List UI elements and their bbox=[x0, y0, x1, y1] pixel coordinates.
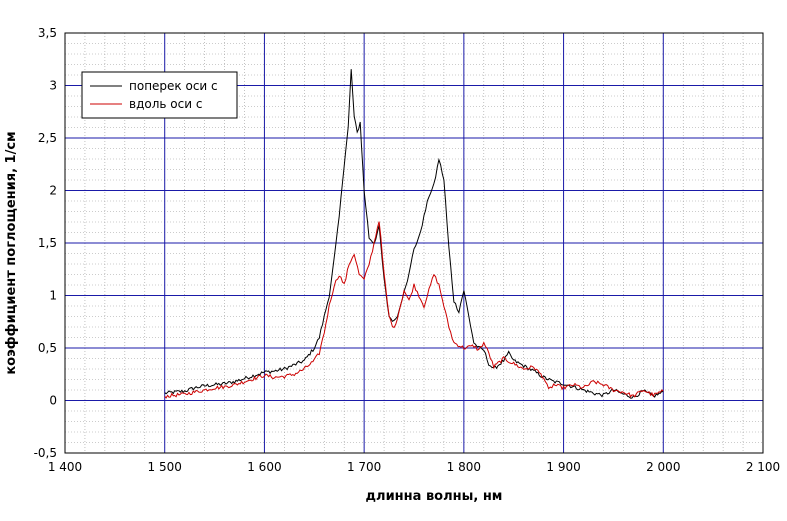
y-axis-label: коэффициент поглощения, 1/см bbox=[4, 131, 19, 374]
legend-label-along-c-axis: вдоль оси с bbox=[129, 97, 202, 111]
y-tick-label: 1,5 bbox=[38, 236, 57, 250]
y-tick-label: 2 bbox=[49, 184, 57, 198]
legend-box bbox=[81, 71, 238, 119]
series-line-across-c-axis bbox=[164, 69, 664, 399]
y-tick-label: 0,5 bbox=[38, 341, 57, 355]
x-tick-label: 1 800 bbox=[447, 460, 481, 474]
y-tick-label: 3 bbox=[49, 79, 57, 93]
legend: поперек оси с вдоль оси с bbox=[81, 71, 238, 119]
y-tick-label: 1 bbox=[49, 289, 57, 303]
x-tick-label: 2 000 bbox=[646, 460, 680, 474]
x-tick-label: 1 600 bbox=[247, 460, 281, 474]
y-axis-ticks: -0,5 0 0,5 1 1,5 2 2,5 3 3,5 bbox=[34, 26, 57, 460]
x-axis-label: длинна волны, нм bbox=[366, 489, 503, 504]
y-tick-label: 3,5 bbox=[38, 26, 57, 40]
y-tick-label: 2,5 bbox=[38, 131, 57, 145]
plot-frame bbox=[64, 32, 764, 454]
x-tick-label: 1 500 bbox=[148, 460, 182, 474]
legend-label-across-c-axis: поперек оси с bbox=[129, 79, 218, 93]
y-tick-label: -0,5 bbox=[34, 446, 57, 460]
series-layer bbox=[164, 69, 664, 399]
x-tick-label: 1 900 bbox=[546, 460, 580, 474]
x-tick-label: 2 100 bbox=[746, 460, 780, 474]
x-tick-label: 1 400 bbox=[48, 460, 82, 474]
x-axis-ticks: 1 400 1 500 1 600 1 700 1 800 1 900 2 000 2 100 bbox=[48, 460, 780, 474]
x-tick-label: 1 700 bbox=[347, 460, 381, 474]
series-line-along-c-axis bbox=[164, 221, 664, 399]
y-tick-label: 0 bbox=[49, 394, 57, 408]
